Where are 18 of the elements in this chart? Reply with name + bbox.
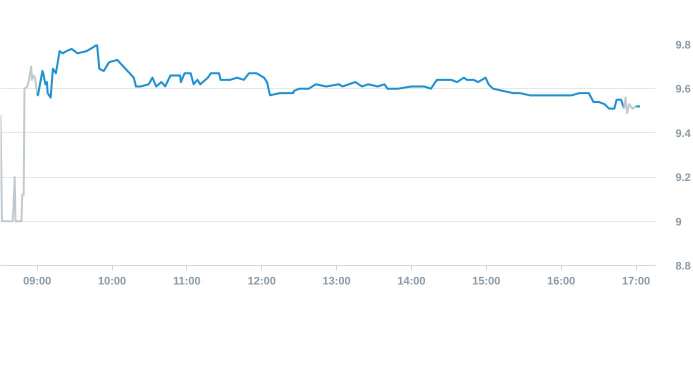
x-tick-label: 10:00 — [98, 276, 126, 288]
x-tick-label: 12:00 — [248, 276, 276, 288]
x-tick-label: 15:00 — [472, 276, 500, 288]
y-tick-label: 9 — [676, 216, 682, 228]
x-tick-label: 16:00 — [547, 276, 576, 288]
x-tick-label: 09:00 — [23, 276, 52, 288]
x-tick-label: 14:00 — [397, 276, 426, 288]
y-tick-label: 9.8 — [676, 40, 691, 52]
x-tick-label: 11:00 — [173, 276, 201, 288]
y-tick-label: 9.6 — [676, 84, 691, 96]
line-series — [0, 66, 38, 222]
y-tick-label: 9.4 — [676, 128, 692, 140]
y-tick-label: 8.8 — [676, 260, 691, 272]
y-tick-label: 9.2 — [676, 172, 691, 184]
line-series — [36, 44, 626, 110]
line-series — [623, 96, 638, 114]
x-tick-label: 13:00 — [322, 276, 351, 288]
x-tick-label: 17:00 — [622, 276, 650, 288]
